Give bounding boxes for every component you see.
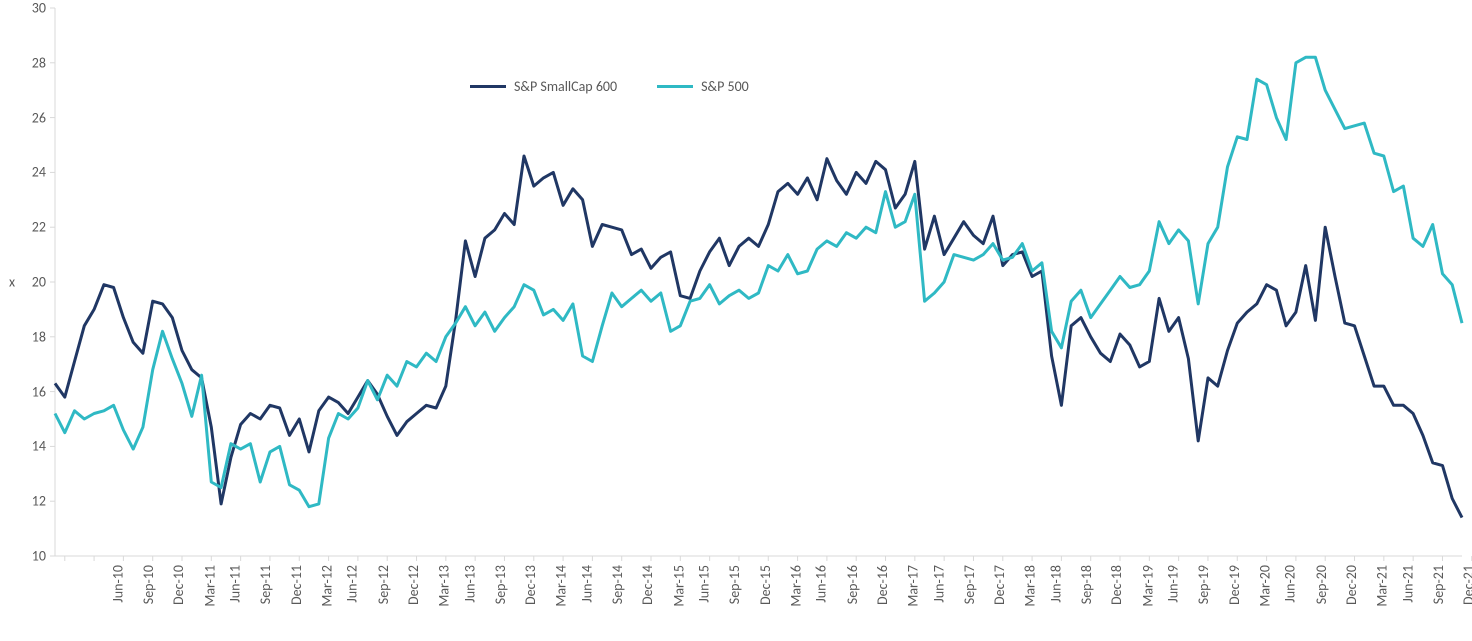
y-tick-label: 18 (32, 328, 46, 345)
legend-label: S&P SmallCap 600 (514, 78, 617, 95)
x-tick-label: Jun-15 (696, 565, 713, 603)
x-tick-label: Sep-18 (1078, 565, 1095, 604)
pe-ratio-line-chart: 10 12 14 16 18 20 22 24 26 28 30 x Jun-10 Sep-10 Dec-1… (0, 0, 1472, 641)
x-tick-label: Jun-21 (1399, 565, 1416, 603)
legend-swatch (470, 85, 506, 88)
x-tick-label: Dec-20 (1343, 565, 1360, 605)
legend-item: S&P 500 (657, 78, 749, 95)
x-tick-label: Dec-21 (1460, 565, 1472, 605)
x-tick-label: Dec-18 (1108, 565, 1125, 605)
x-tick-label: Jun-17 (930, 565, 947, 603)
y-tick-label: 12 (32, 493, 46, 510)
x-tick-label: Mar-17 (905, 565, 922, 607)
series-line-1 (55, 57, 1462, 506)
x-tick-label: Dec-14 (639, 565, 656, 605)
y-tick-label: 16 (32, 383, 46, 400)
x-tick-label: Sep-11 (258, 565, 275, 604)
x-tick-label: Sep-13 (492, 565, 509, 604)
x-tick-label: Dec-11 (288, 565, 305, 605)
x-tick-label: Dec-16 (874, 565, 891, 605)
x-tick-label: Dec-19 (1226, 565, 1243, 605)
legend-label: S&P 500 (701, 78, 749, 95)
x-tick-label: Sep-16 (844, 565, 861, 604)
y-tick-label: 22 (32, 219, 46, 236)
x-tick-label: Sep-14 (609, 565, 626, 604)
x-tick-label: Sep-10 (140, 565, 157, 604)
y-tick-label: 14 (32, 438, 46, 455)
y-tick-label: 28 (32, 54, 46, 71)
y-tick-label: 24 (32, 164, 46, 181)
x-tick-label: Mar-11 (201, 565, 218, 607)
x-tick-label: Dec-12 (405, 565, 422, 605)
x-tick-label: Dec-17 (991, 565, 1008, 605)
x-tick-label: Jun-10 (109, 565, 126, 603)
y-tick-label: 30 (32, 0, 46, 17)
legend-item: S&P SmallCap 600 (470, 78, 617, 95)
x-tick-label: Mar-13 (436, 565, 453, 607)
x-tick-label: Dec-15 (757, 565, 774, 605)
x-tick-label: Jun-11 (227, 565, 244, 603)
x-tick-label: Mar-18 (1022, 565, 1039, 607)
legend-swatch (657, 85, 693, 88)
x-tick-label: Sep-19 (1196, 565, 1213, 604)
y-axis-title: x (9, 274, 15, 291)
x-tick-label: Mar-21 (1374, 565, 1391, 607)
y-tick-label: 20 (32, 274, 46, 291)
x-tick-label: Sep-15 (727, 565, 744, 604)
x-tick-label: Sep-21 (1430, 565, 1447, 604)
x-tick-label: Mar-15 (670, 565, 687, 607)
x-tick-label: Mar-16 (788, 565, 805, 607)
y-tick-label: 26 (32, 109, 46, 126)
x-tick-label: Mar-14 (553, 565, 570, 607)
x-tick-label: Jun-12 (344, 565, 361, 603)
x-tick-label: Dec-13 (522, 565, 539, 605)
x-tick-label: Jun-14 (578, 565, 595, 603)
x-tick-label: Jun-20 (1282, 565, 1299, 603)
x-tick-label: Dec-10 (170, 565, 187, 605)
x-tick-label: Mar-12 (319, 565, 336, 607)
x-tick-label: Jun-18 (1047, 565, 1064, 603)
legend: S&P SmallCap 600 S&P 500 (470, 78, 749, 95)
x-tick-label: Mar-20 (1257, 565, 1274, 607)
x-tick-label: Sep-20 (1313, 565, 1330, 604)
x-tick-label: Sep-12 (375, 565, 392, 604)
x-tick-label: Jun-19 (1165, 565, 1182, 603)
x-tick-label: Jun-13 (461, 565, 478, 603)
x-tick-label: Mar-19 (1139, 565, 1156, 607)
x-tick-label: Sep-17 (961, 565, 978, 604)
x-tick-label: Jun-16 (813, 565, 830, 603)
y-tick-label: 10 (32, 548, 46, 565)
